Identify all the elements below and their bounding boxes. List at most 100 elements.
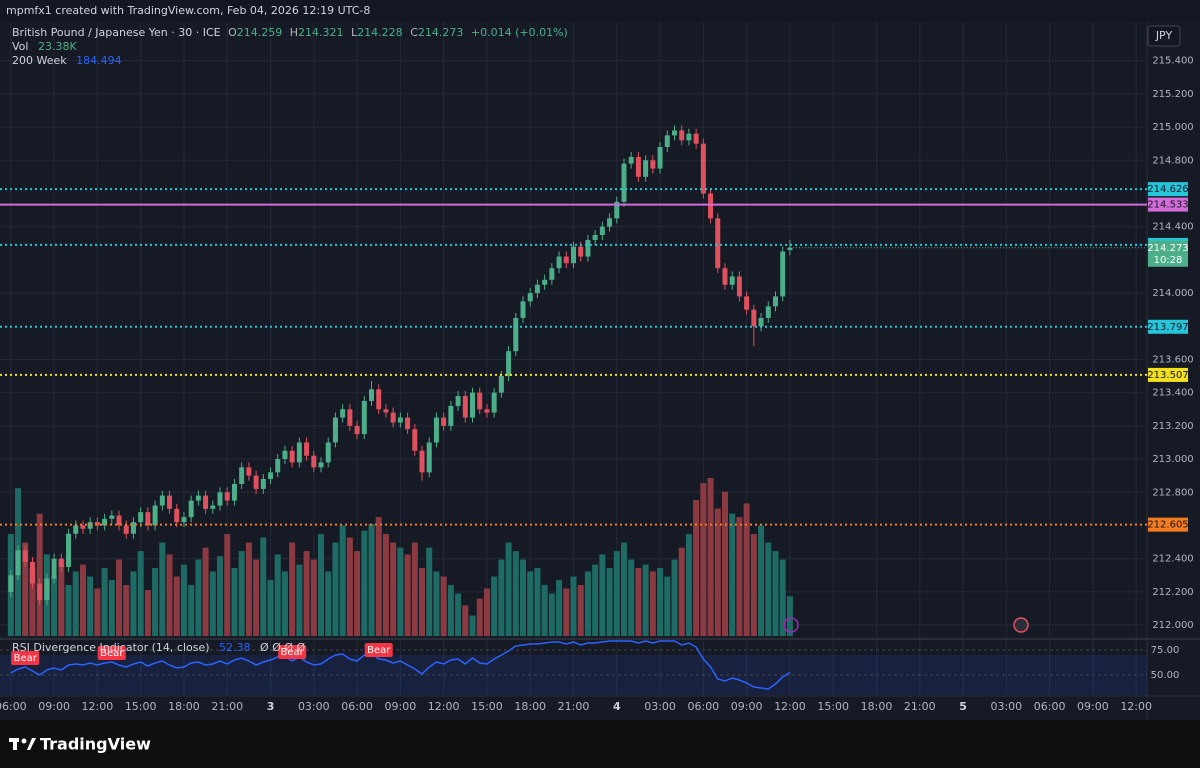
candle-body: [37, 583, 43, 601]
volume-bar: [469, 615, 476, 636]
flag-icon[interactable]: [1013, 617, 1029, 633]
volume-bar: [548, 593, 555, 636]
candle-body: [758, 317, 764, 327]
x-tick-label: 18:00: [168, 700, 200, 713]
volume-bar: [36, 513, 43, 636]
ma-legend: 200 Week 184.494: [12, 54, 122, 67]
candle-body: [260, 478, 266, 489]
volume-bar: [238, 551, 245, 636]
bear-label-box: [11, 651, 40, 665]
rsi-tick-label: 50.00: [1151, 670, 1180, 681]
volume-bar: [419, 568, 426, 636]
volume-bar: [404, 554, 411, 636]
candle-body: [340, 409, 346, 418]
y-tick-label: 213.200: [1152, 421, 1193, 432]
volume-bar: [361, 530, 368, 636]
currency-label: JPY: [1155, 29, 1173, 42]
volume-bar: [765, 542, 772, 636]
volume-bar: [476, 598, 483, 636]
candle-body: [29, 561, 35, 584]
ohlc-value: 214.259: [237, 26, 283, 39]
volume-bar: [620, 542, 627, 636]
candle-body: [729, 276, 735, 285]
candle-body: [289, 450, 295, 463]
bear-label-box: [97, 646, 126, 660]
ohlc-label: C: [410, 26, 418, 39]
candle-body: [664, 135, 670, 147]
x-tick-label: 06:00: [1034, 700, 1066, 713]
legend-line: British Pound / Japanese Yen · 30 · ICE …: [12, 26, 568, 39]
candle-body: [231, 483, 237, 501]
change: +0.014 (+0.01%): [471, 26, 568, 39]
candle-body: [657, 146, 663, 169]
volume-bar: [94, 588, 101, 636]
volume-bar: [642, 564, 649, 636]
candle-body: [123, 525, 129, 534]
candle-body: [73, 525, 79, 534]
volume-bar: [729, 513, 736, 636]
ohlc-label: L: [351, 26, 358, 39]
candle-body: [268, 472, 274, 479]
volume-bar: [556, 579, 563, 636]
volume-bar: [772, 551, 779, 636]
x-tick-label: 03:00: [990, 700, 1022, 713]
volume-bar: [325, 571, 332, 636]
x-tick-label: 21:00: [211, 700, 243, 713]
candle-body: [181, 517, 187, 523]
candle-body: [679, 130, 685, 141]
candle-body: [693, 133, 699, 144]
volume-bar: [180, 564, 187, 636]
volume-bar: [599, 554, 606, 636]
price-tag: [1148, 182, 1188, 197]
volume-bar: [303, 551, 310, 636]
volume-bar: [209, 571, 216, 636]
volume-bar: [130, 571, 137, 636]
volume-bar: [87, 576, 94, 636]
event-icon[interactable]: [783, 617, 799, 633]
candle-body: [412, 429, 418, 451]
volume-bar: [310, 559, 317, 636]
currency-button[interactable]: [1147, 25, 1181, 47]
volume-bar: [520, 559, 527, 636]
price-tag-label: 213.797: [1147, 322, 1188, 333]
volume-bar: [440, 576, 447, 636]
candle-body: [332, 417, 338, 443]
price-tag-label: 212.605: [1147, 520, 1188, 531]
volume-bar: [491, 576, 498, 636]
candle-body: [578, 246, 584, 257]
candle-body: [354, 425, 360, 435]
candle-body: [58, 558, 64, 567]
candle-body: [592, 234, 598, 240]
candle-body: [491, 392, 497, 413]
volume-bar: [375, 517, 382, 636]
candle-body: [22, 550, 28, 562]
candle-body: [426, 442, 432, 473]
volume-bar: [678, 547, 685, 636]
volume-bar: [152, 568, 159, 636]
x-tick-label: 21:00: [904, 700, 936, 713]
candle-body: [744, 296, 750, 310]
brand-logo: TradingView: [9, 735, 151, 754]
volume-bar: [635, 568, 642, 636]
y-tick-label: 212.800: [1152, 487, 1193, 498]
volume-bar: [72, 571, 79, 636]
candle-body: [736, 276, 742, 297]
candle-body: [239, 467, 245, 484]
candle-body: [787, 247, 793, 251]
candle-body: [311, 455, 317, 468]
candle-body: [484, 409, 490, 413]
volume-bar: [382, 534, 389, 636]
volume-bar: [289, 542, 296, 636]
volume-bar: [541, 585, 548, 636]
volume-bar: [649, 571, 656, 636]
price-tag: [1148, 319, 1188, 334]
volume-bar: [144, 590, 151, 636]
candle-body: [102, 518, 108, 526]
volume-bar: [108, 579, 115, 636]
x-tick-label: 03:00: [298, 700, 330, 713]
volume-bar: [195, 559, 202, 636]
candle-body: [203, 495, 209, 509]
volume-bar: [563, 588, 570, 636]
